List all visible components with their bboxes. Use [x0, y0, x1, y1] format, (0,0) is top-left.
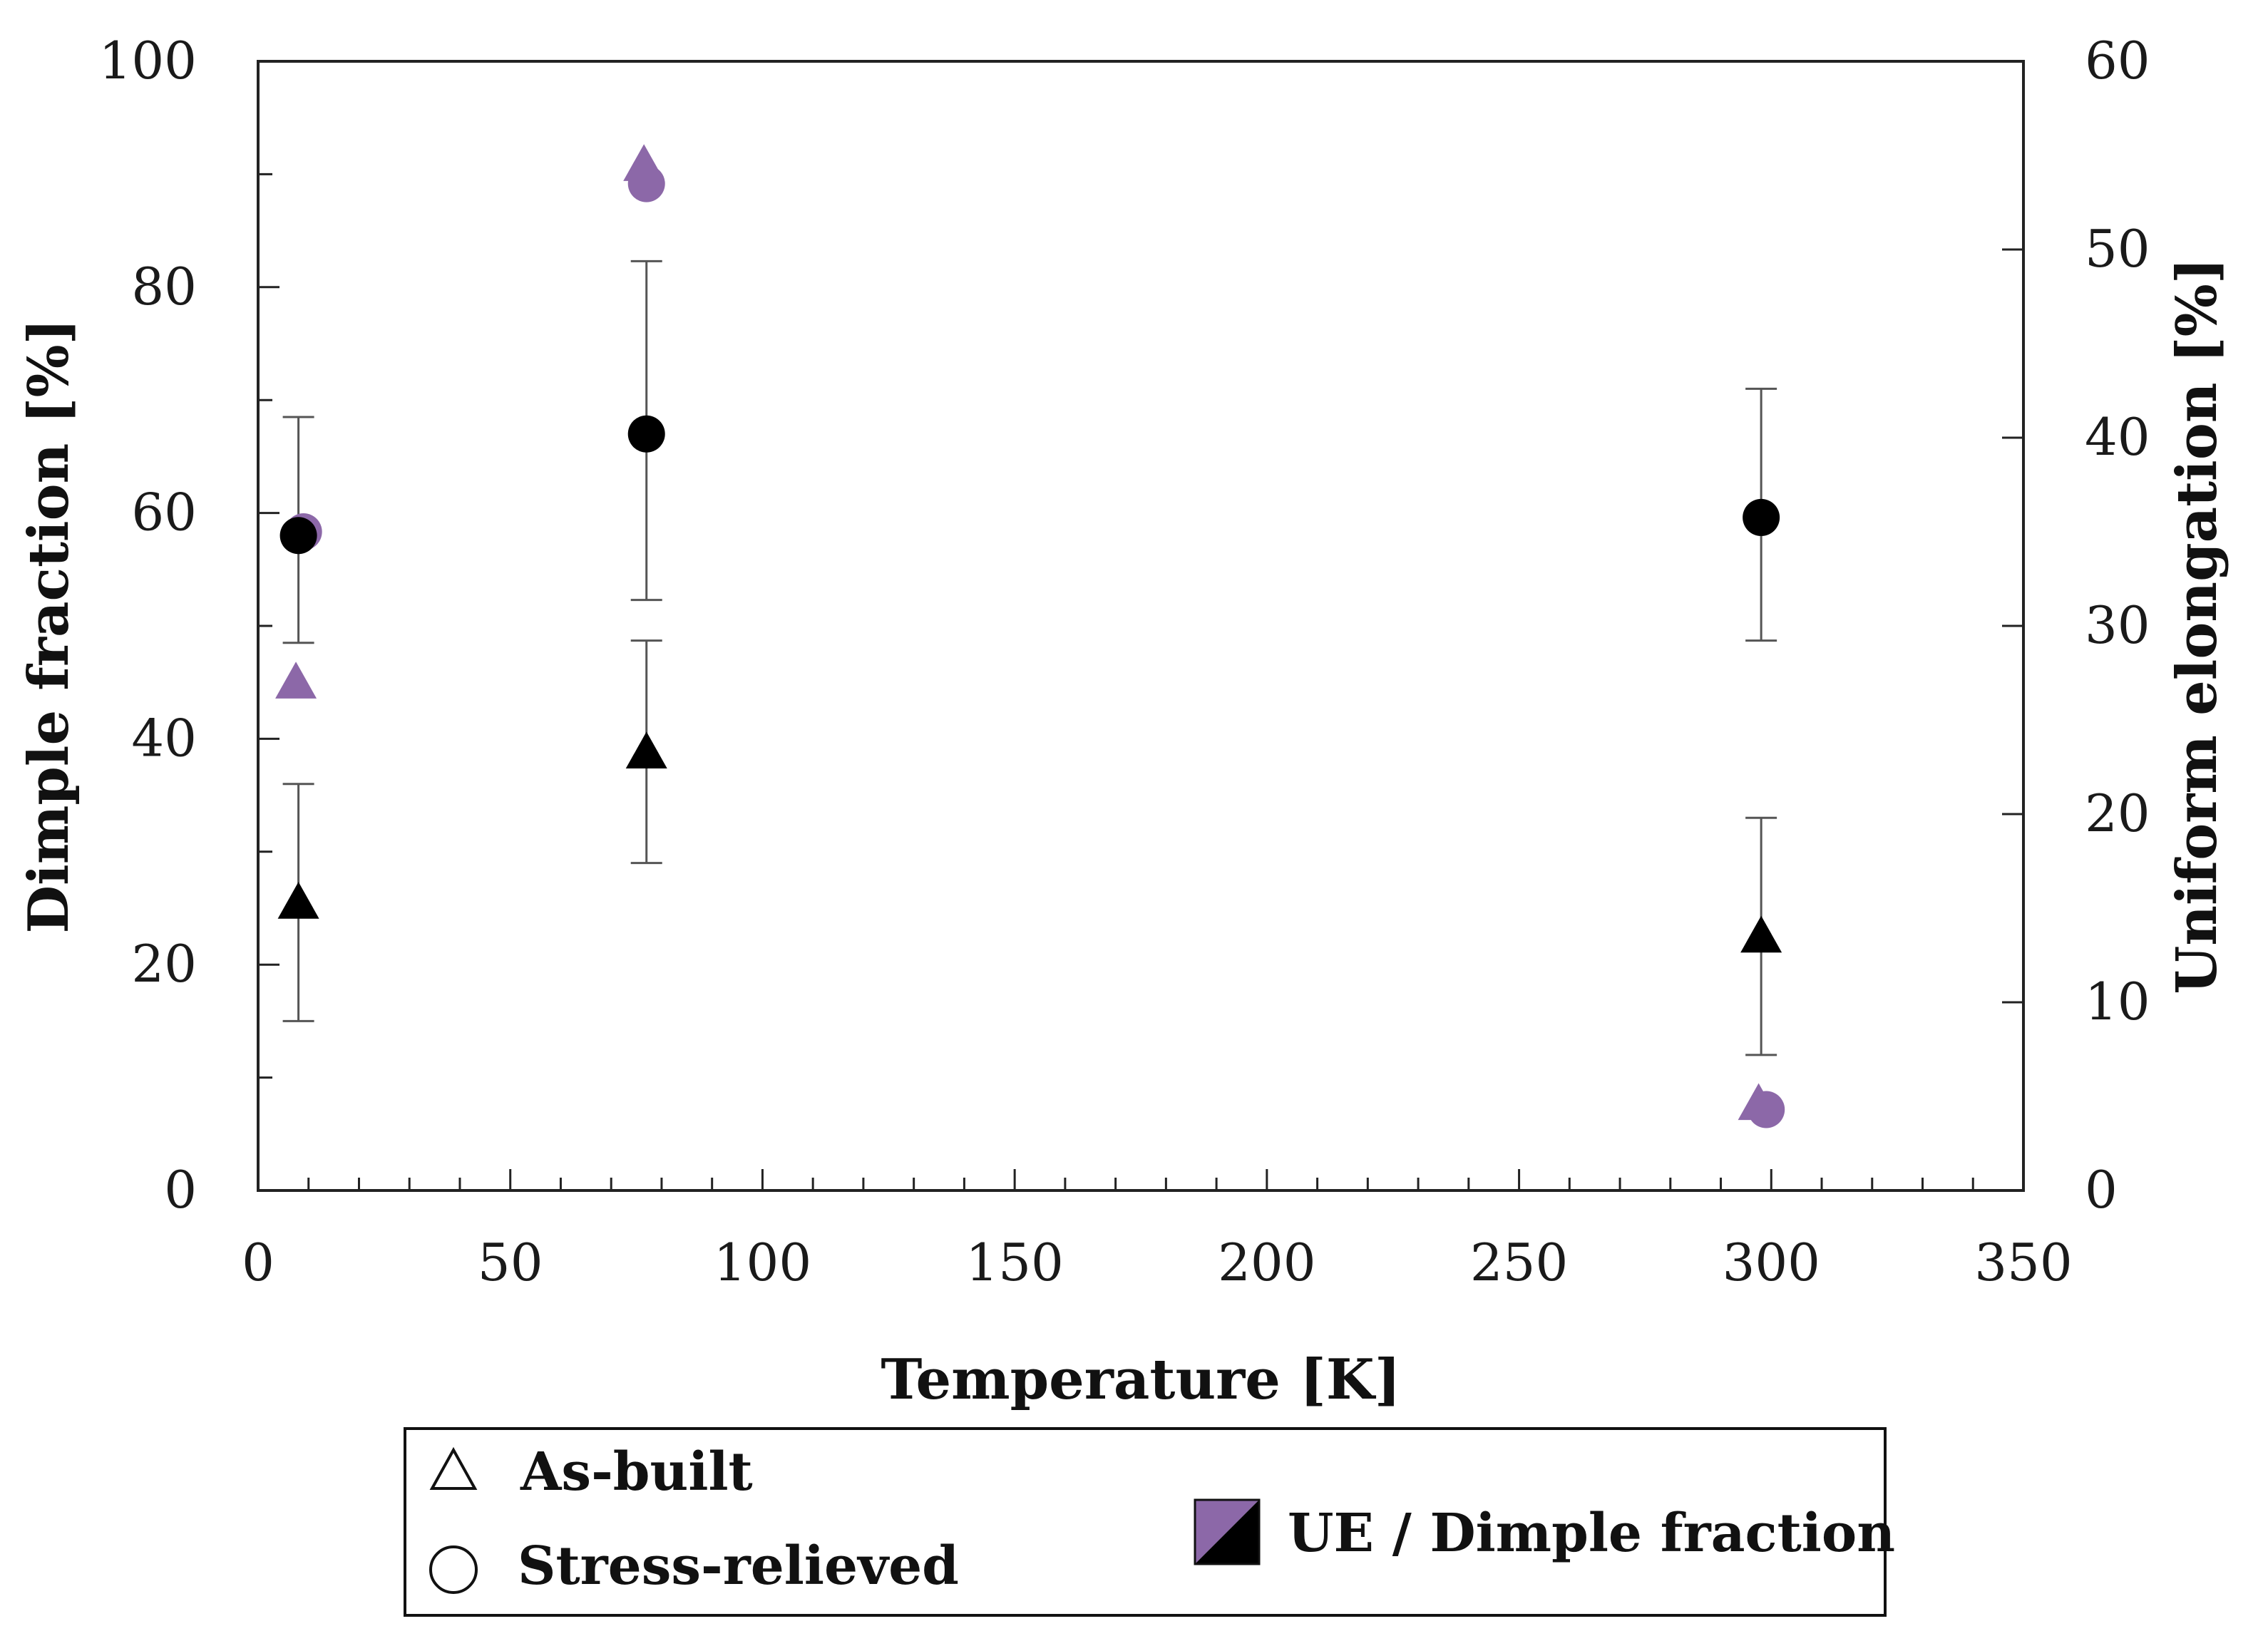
data-markers: [275, 144, 1785, 1128]
error-bars: [282, 259, 1777, 1056]
x-tick-label: 350: [1974, 1233, 2072, 1292]
dimple-circle-point: [279, 517, 317, 555]
y-right-tick-label: 40: [2085, 407, 2150, 467]
legend-stress-relieved-label: Stress-relieved: [518, 1535, 959, 1597]
legend-color-swatch-icon: [1194, 1498, 1261, 1565]
y-left-tick-label: 20: [131, 934, 197, 994]
legend-as-built-label: As-built: [520, 1441, 753, 1503]
x-tick-label: 150: [965, 1233, 1063, 1292]
legend-triangle-icon: [429, 1446, 478, 1490]
plot-frame: [257, 60, 2025, 1192]
y-right-tick-label: 20: [2085, 783, 2150, 843]
x-tick-label: 250: [1470, 1233, 1568, 1292]
axes-layer: [257, 60, 2025, 1192]
ue-circle-point: [1748, 1091, 1785, 1128]
dimple-triangle-point: [277, 882, 319, 919]
y-right-tick-label: 30: [2085, 595, 2150, 655]
dimple-triangle-point: [1740, 915, 1782, 953]
x-tick-label: 50: [478, 1233, 543, 1292]
legend: As-built Stress-relieved UE / Dimple fra…: [404, 1427, 1895, 1617]
y-axis-left-title: Dimple fraction [%]: [16, 319, 81, 934]
ue-circle-point: [627, 165, 665, 202]
y-right-tick-label: 60: [2085, 31, 2150, 91]
dimple-circle-point: [627, 415, 665, 453]
y-right-tick-label: 50: [2085, 219, 2150, 279]
ue-triangle-point: [275, 662, 317, 699]
legend-ue-dimple-label: UE / Dimple fraction: [1288, 1503, 1895, 1564]
y-left-tick-label: 0: [164, 1160, 197, 1220]
y-left-tick-label: 80: [131, 257, 197, 317]
x-tick-label: 0: [242, 1233, 274, 1292]
x-tick-label: 100: [714, 1233, 811, 1292]
y-left-tick-label: 100: [99, 31, 197, 91]
dimple-triangle-point: [625, 731, 667, 769]
y-right-tick-label: 10: [2085, 972, 2150, 1032]
legend-box: [404, 1427, 1887, 1617]
x-tick-label: 200: [1218, 1233, 1315, 1292]
y-left-tick-label: 60: [131, 483, 197, 542]
dimple-circle-point: [1743, 498, 1780, 536]
y-axis-right-title: Uniform elongation [%]: [2165, 257, 2229, 994]
x-axis-title: Temperature [K]: [881, 1347, 1400, 1412]
x-tick-label: 300: [1723, 1233, 1820, 1292]
legend-circle-icon: [429, 1545, 478, 1594]
y-left-tick-label: 40: [131, 708, 197, 768]
y-right-tick-label: 0: [2085, 1160, 2118, 1220]
tick-labels: 0 50 100 150 200 250 300 3500204060801000102030…: [99, 31, 2150, 1292]
